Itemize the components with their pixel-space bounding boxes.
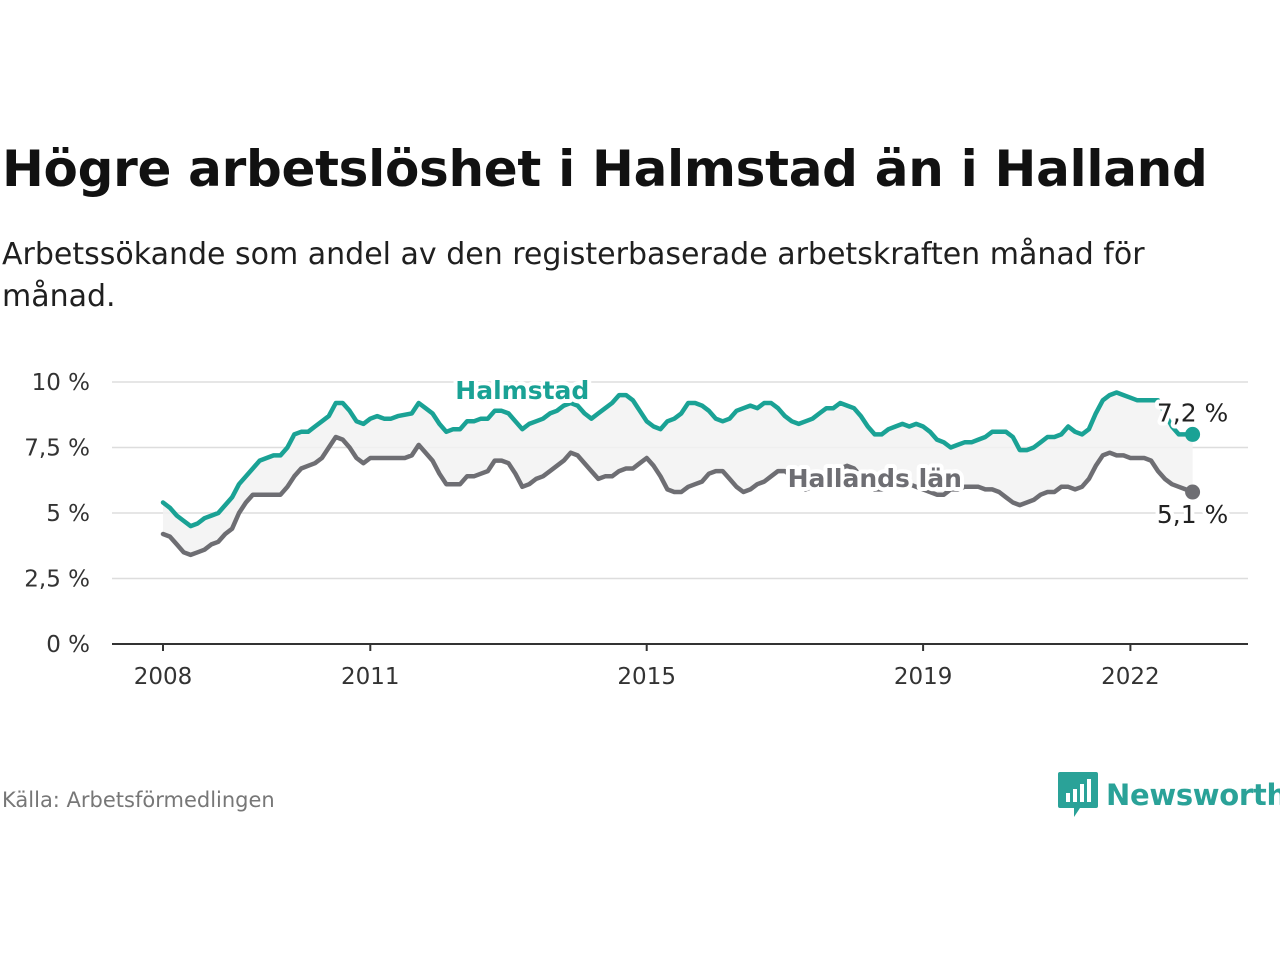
x-tick-label: 2022 (1101, 664, 1160, 690)
source-note: Källa: Arbetsförmedlingen (2, 788, 275, 812)
chart-subtitle: Arbetssökande som andel av den registerb… (2, 237, 1145, 314)
gap-area (163, 392, 1193, 555)
unemployment-line-chart: 0 % 2,5 % 5 % 7,5 % 10 % 2008 2011 2015 2019 2022… (24, 370, 1248, 690)
brand-logo[interactable]: Newsworthy (1058, 772, 1280, 818)
series-lines (160, 390, 1201, 558)
end-value-label-hallands-lan: 5,1 % (1157, 500, 1228, 529)
series-end-point (1185, 484, 1201, 500)
newsworthy-logo-icon (1058, 772, 1098, 817)
y-tick-label: 2,5 % (24, 567, 90, 593)
x-tick-label: 2019 (894, 664, 953, 690)
chart-title: Högre arbetslöshet i Halmstad än i Halla… (2, 140, 1208, 198)
end-value-label-halmstad: 7,2 % (1157, 398, 1228, 427)
x-tick-label: 2008 (134, 664, 193, 690)
y-tick-label: 10 % (32, 370, 90, 396)
y-tick-label: 7,5 % (24, 436, 90, 462)
x-tick-label: 2015 (617, 664, 676, 690)
series-label-hallands-lan: Hallands län (788, 464, 962, 493)
series-line-hallands-lan (160, 434, 1195, 558)
brand-name: Newsworthy (1106, 778, 1280, 812)
chart-labels: Halmstad Hallands län 7,2 % 5,1 % (451, 372, 1232, 533)
y-tick-label: 0 % (46, 632, 90, 658)
axes: 0 % 2,5 % 5 % 7,5 % 10 % 2008 2011 2015 2019 2022 (24, 370, 1248, 690)
series-line-halmstad (160, 390, 1195, 529)
series-end-point (1185, 426, 1201, 442)
y-tick-label: 5 % (46, 501, 90, 527)
x-tick-label: 2011 (341, 664, 400, 690)
gap-fill (163, 392, 1193, 555)
series-label-halmstad: Halmstad (455, 376, 589, 405)
